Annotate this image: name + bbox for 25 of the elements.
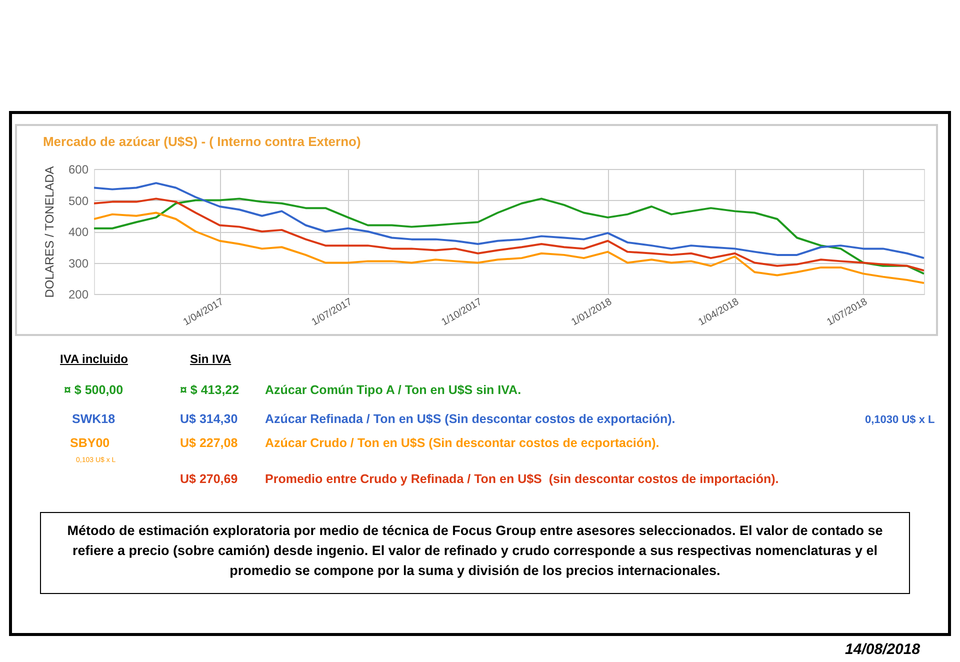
y-tick-label: 400 — [68, 225, 89, 239]
chart-title: Mercado de azúcar (U$S) - ( Interno contra Externo) — [42, 134, 361, 149]
text: Promedio entre Crudo y Refinada / Ton en U$S (sin descontar costos de importación). — [265, 472, 779, 486]
text: SBY00 — [70, 436, 110, 450]
text: Sin IVA — [190, 352, 232, 366]
text: U$ 270,69 — [180, 472, 238, 486]
text: Azúcar Común Tipo A / Ton en U$S sin IVA. — [265, 383, 522, 397]
y-tick-label: 300 — [68, 256, 89, 270]
text: U$ 314,30 — [180, 412, 238, 426]
y-tick-label: 200 — [68, 288, 89, 302]
text: ¤ $ 413,22 — [180, 383, 240, 397]
text: SWK18 — [72, 412, 116, 426]
text: Método de estimación exploratoria por medio de técnica de Focus Group entre asesores seleccionados. El valor de contado se refiere a precio (sobre camión) desde ingenio. El valor de refinado y crudo corresponde a sus respectivas nomenclaturas y el promedio se compone por la suma y división de los precios internacionales. — [40, 512, 910, 594]
y-axis-title: DOLARES / TONELADA — [42, 166, 56, 298]
text: Azúcar Crudo / Ton en U$S (Sin descontar costos de ecportación). — [265, 436, 660, 450]
text: U$ 227,08 — [180, 436, 238, 450]
text: ¤ $ 500,00 — [64, 383, 124, 397]
line-series — [94, 182, 924, 260]
text: Azúcar Refinada / Ton en U$S (Sin descontar costos de exportación). — [265, 412, 676, 426]
text: IVA incluido — [60, 352, 128, 366]
text: 14/08/2018 — [845, 641, 920, 658]
text: 0,1030 U$ x L — [865, 414, 935, 426]
y-tick-label: 500 — [68, 194, 89, 208]
line-series — [94, 212, 924, 284]
y-tick-label: 600 — [68, 162, 89, 176]
